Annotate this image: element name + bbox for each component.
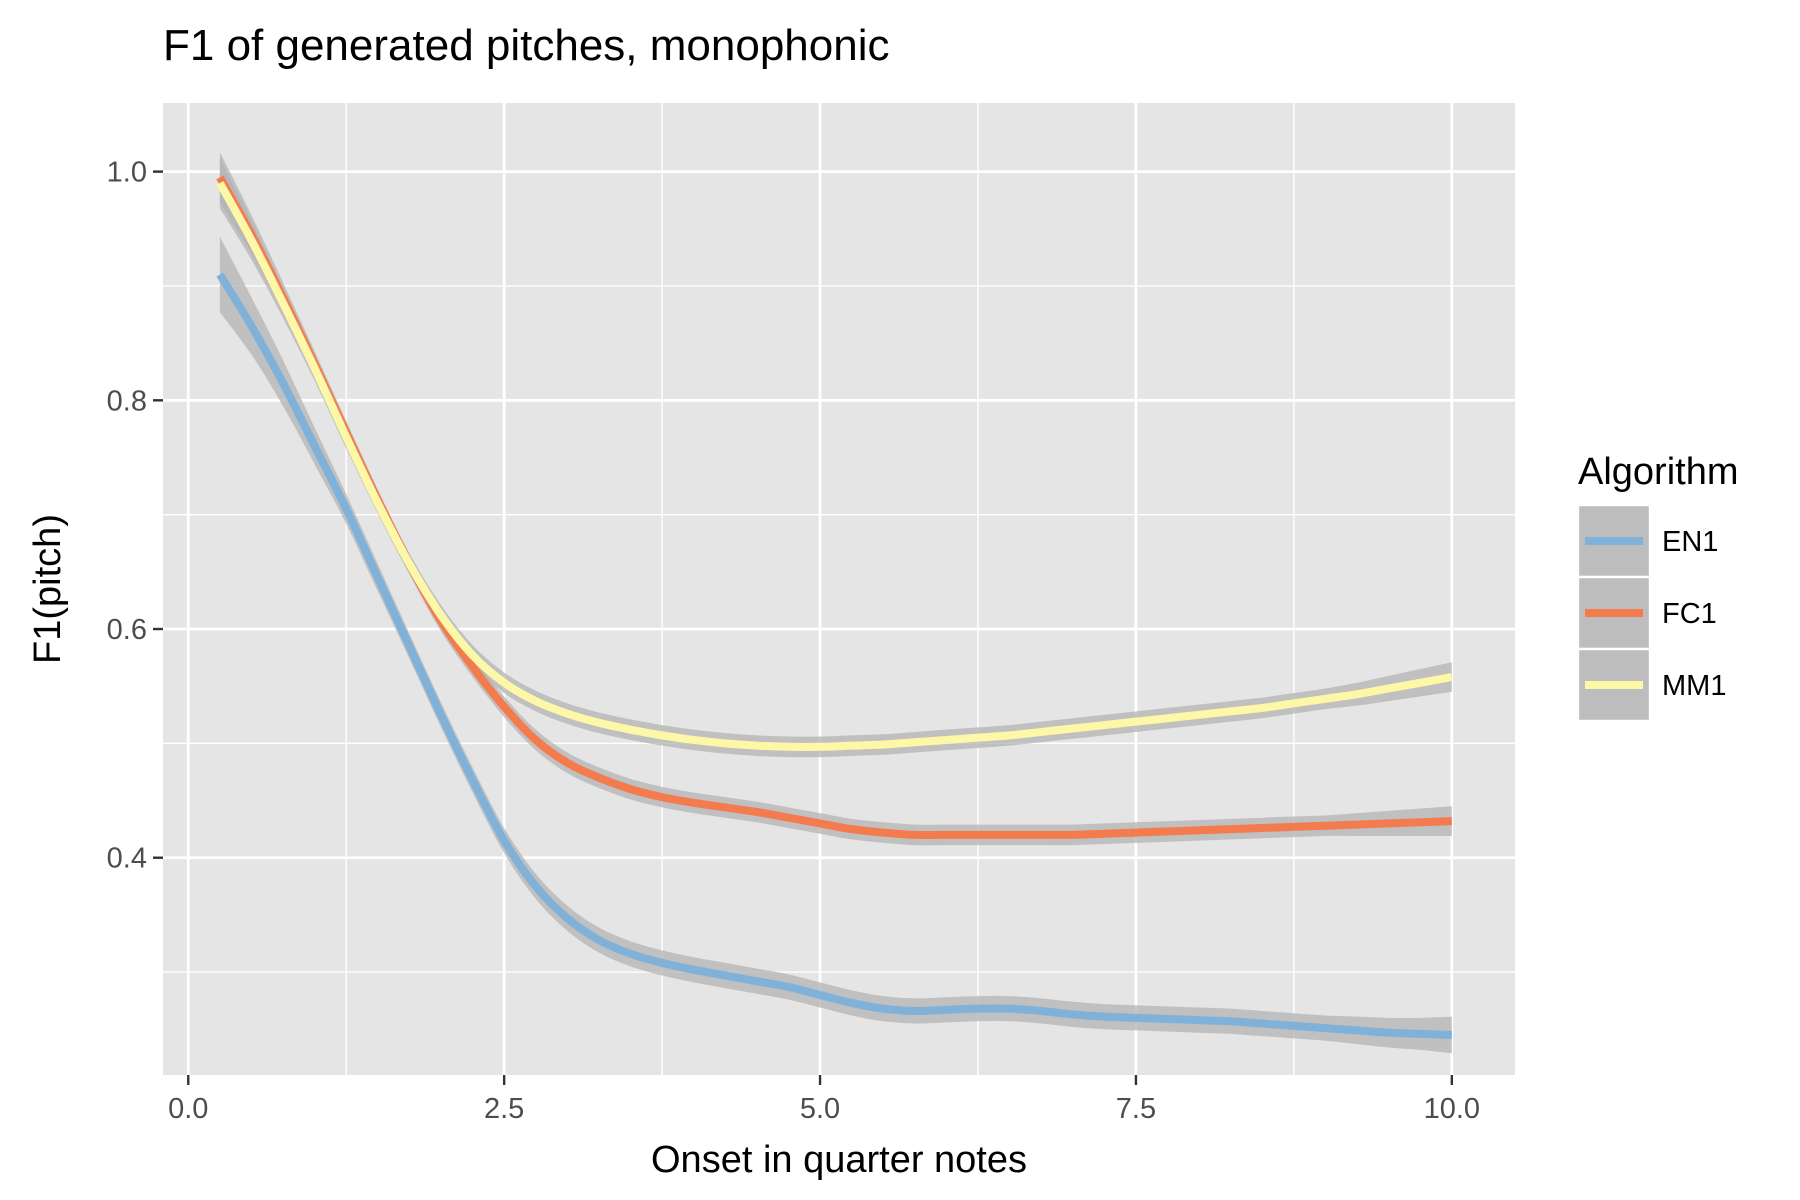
x-tick-label-0: 0.0 xyxy=(168,1093,208,1125)
y-tick-label-0: 0.4 xyxy=(107,843,147,875)
x-axis-title: Onset in quarter notes xyxy=(651,1139,1027,1181)
x-tick-label-4: 10.0 xyxy=(1424,1093,1480,1125)
legend-title: Algorithm xyxy=(1578,451,1739,493)
x-tick-label-2: 5.0 xyxy=(800,1093,840,1125)
legend: Algorithm EN1 FC1 MM1 xyxy=(1576,451,1739,723)
legend-item-fc1: FC1 xyxy=(1576,575,1717,651)
legend-label-en1: EN1 xyxy=(1662,526,1718,558)
x-tick-label-1: 2.5 xyxy=(484,1093,524,1125)
legend-item-en1: EN1 xyxy=(1576,503,1718,579)
y-tick-label-2: 0.8 xyxy=(107,385,147,417)
y-axis: 0.4 0.6 0.8 1.0 xyxy=(107,157,163,875)
series-lines xyxy=(216,175,1453,1039)
y-tick-label-3: 1.0 xyxy=(107,157,147,189)
series-line-mm1 xyxy=(216,181,1453,751)
major-gridlines xyxy=(163,103,1515,1075)
chart-title: F1 of generated pitches, monophonic xyxy=(163,21,889,70)
series-line-en1 xyxy=(216,272,1452,1039)
legend-keys: EN1 FC1 MM1 xyxy=(1576,503,1726,723)
x-tick-label-3: 7.5 xyxy=(1116,1093,1156,1125)
legend-label-mm1: MM1 xyxy=(1662,670,1726,702)
x-axis: 0.0 2.5 5.0 7.5 10.0 xyxy=(168,1075,1480,1125)
plot-panel xyxy=(163,103,1515,1075)
y-tick-label-1: 0.6 xyxy=(107,614,147,646)
y-axis-title: F1(pitch) xyxy=(27,514,69,664)
legend-item-mm1: MM1 xyxy=(1576,647,1726,723)
legend-label-fc1: FC1 xyxy=(1662,598,1717,630)
